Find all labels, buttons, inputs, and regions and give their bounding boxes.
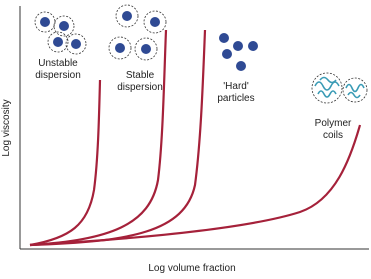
- curve-stable: [29, 29, 168, 247]
- y-axis-label: Log viscosity: [1, 99, 12, 156]
- curve-label: Stable: [126, 70, 155, 81]
- curve-label: Unstable: [38, 58, 78, 69]
- curve-label: dispersion: [117, 82, 163, 93]
- stable-particles: [108, 4, 167, 61]
- curve-unstable: [29, 79, 102, 247]
- curve-label: dispersion: [35, 70, 81, 81]
- curve-polymer: [29, 124, 362, 247]
- x-axis-label: Log volume fraction: [148, 263, 235, 274]
- hard-particles: [219, 33, 258, 71]
- unstable-particles: [34, 11, 87, 55]
- curve-label: particles: [217, 93, 254, 104]
- curve-label: 'Hard': [223, 81, 249, 92]
- polymer-coils: [311, 72, 368, 104]
- curve-label: coils: [323, 130, 343, 141]
- curve-label: Polymer: [315, 118, 352, 129]
